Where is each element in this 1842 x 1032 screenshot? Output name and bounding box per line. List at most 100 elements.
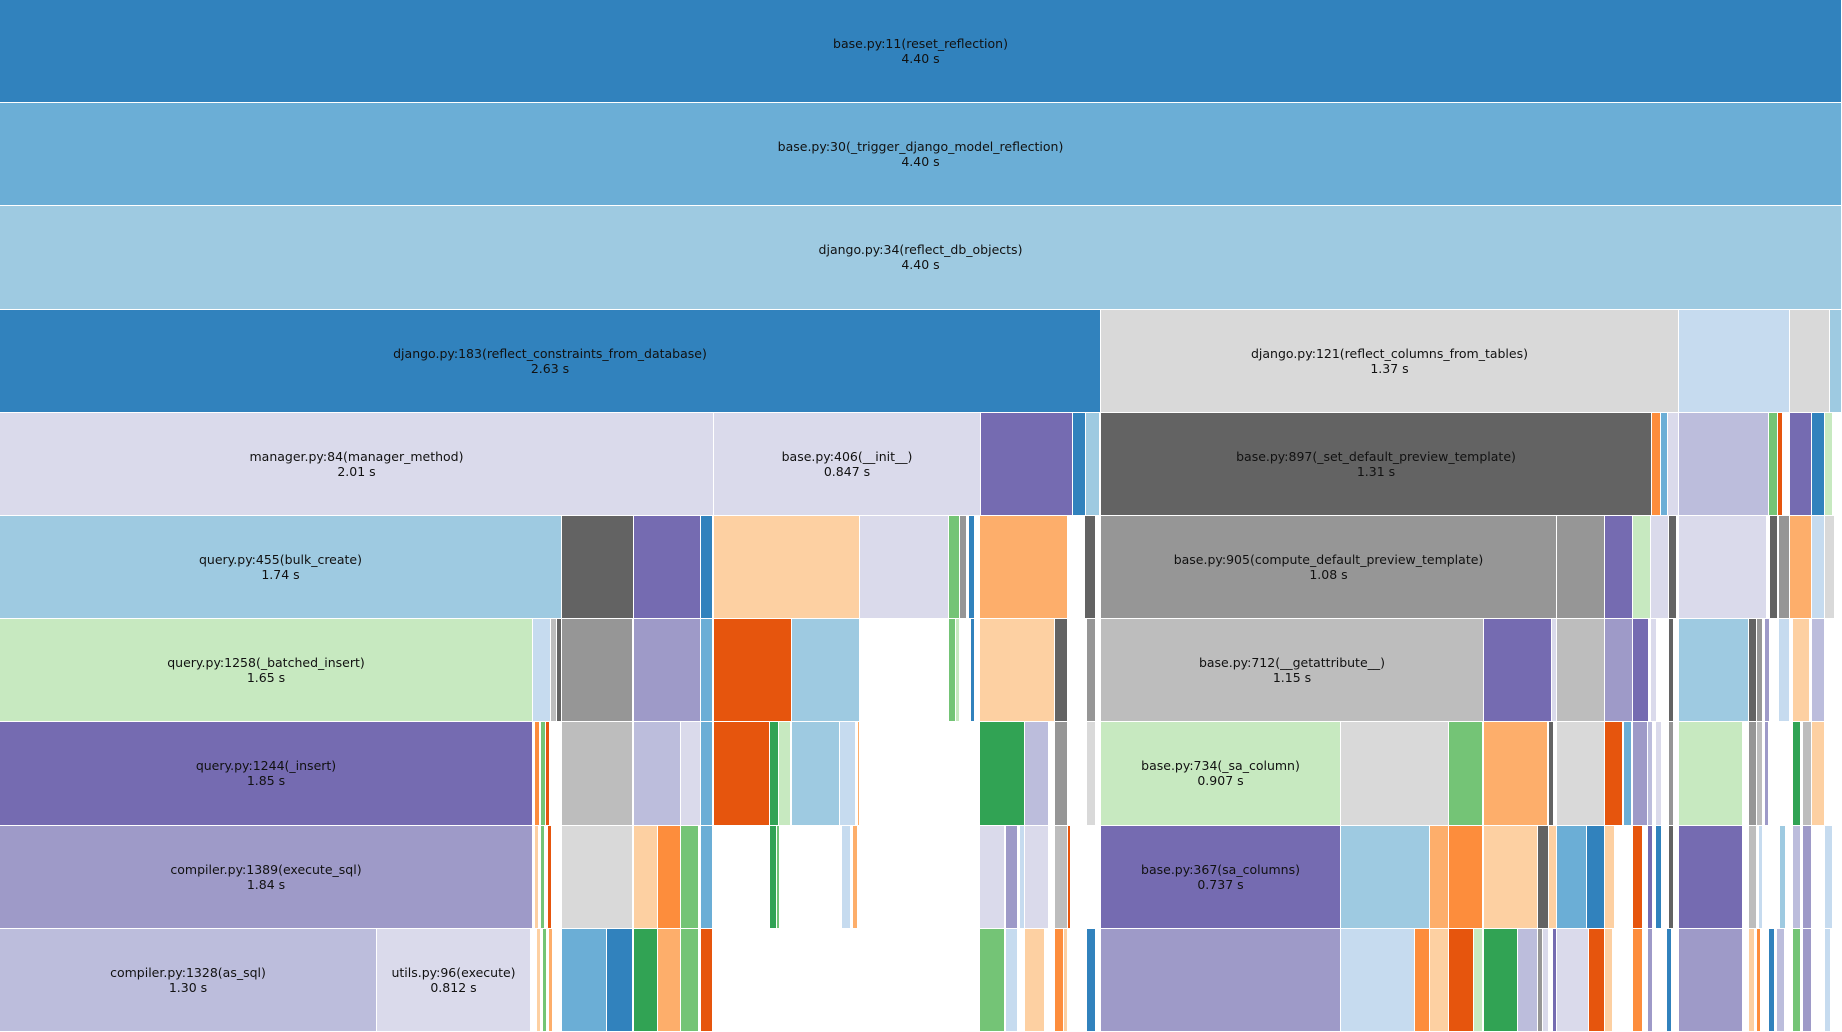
frame-block[interactable] <box>1769 412 1778 516</box>
frame-block[interactable] <box>562 722 633 826</box>
frame-block[interactable] <box>1538 928 1543 1032</box>
frame-block[interactable] <box>1484 928 1518 1032</box>
frame-block[interactable] <box>1779 516 1790 620</box>
frame-block[interactable] <box>1068 825 1071 929</box>
frame-block[interactable] <box>1006 928 1018 1032</box>
frame-block[interactable] <box>1633 928 1643 1032</box>
frame-block[interactable] <box>701 928 713 1032</box>
frame-base-py-897-set-default-preview-template[interactable]: base.py:897(_set_default_preview_templat… <box>1101 412 1652 516</box>
frame-block[interactable] <box>1587 825 1605 929</box>
frame-block[interactable] <box>770 825 777 929</box>
frame-block[interactable] <box>1679 722 1743 826</box>
frame-block[interactable] <box>1549 722 1554 826</box>
frame-django-py-34-reflect-db-objects[interactable]: django.py:34(reflect_db_objects) 4.40 s <box>0 206 1842 310</box>
frame-block[interactable] <box>1812 412 1825 516</box>
frame-block[interactable] <box>548 825 552 929</box>
frame-block[interactable] <box>634 619 701 723</box>
frame-block[interactable] <box>1633 722 1648 826</box>
frame-base-py-367-sa-columns[interactable]: base.py:367(sa_columns) 0.737 s <box>1101 825 1341 929</box>
frame-query-py-1244-insert[interactable]: query.py:1244(_insert) 1.85 s <box>0 722 533 826</box>
frame-base-py-406-init[interactable]: base.py:406(__init__) 0.847 s <box>714 412 981 516</box>
frame-block[interactable] <box>1589 928 1605 1032</box>
frame-block[interactable] <box>1557 928 1589 1032</box>
frame-block[interactable] <box>551 619 557 723</box>
frame-block[interactable] <box>853 825 858 929</box>
frame-block[interactable] <box>1778 412 1783 516</box>
frame-base-py-712-getattribute[interactable]: base.py:712(__getattribute__) 1.15 s <box>1101 619 1484 723</box>
frame-block[interactable] <box>1484 619 1552 723</box>
frame-block[interactable] <box>1757 928 1761 1032</box>
frame-block[interactable] <box>1669 516 1677 620</box>
frame-block[interactable] <box>1552 619 1557 723</box>
frame-block[interactable] <box>980 722 1025 826</box>
frame-block[interactable] <box>779 722 791 826</box>
frame-block[interactable] <box>658 928 681 1032</box>
frame-block[interactable] <box>634 516 701 620</box>
frame-django-py-183-reflect-constraints-from-database[interactable]: django.py:183(reflect_constraints_from_d… <box>0 309 1101 413</box>
frame-block[interactable] <box>960 516 967 620</box>
frame-block[interactable] <box>681 928 699 1032</box>
frame-block[interactable] <box>858 722 860 826</box>
frame-block[interactable] <box>842 825 851 929</box>
frame-block[interactable] <box>1025 825 1049 929</box>
frame-block[interactable] <box>1648 928 1653 1032</box>
frame-block[interactable] <box>1449 722 1483 826</box>
frame-block[interactable] <box>1790 412 1812 516</box>
frame-block[interactable] <box>1667 928 1672 1032</box>
frame-block[interactable] <box>1803 928 1812 1032</box>
frame-block[interactable] <box>1656 825 1662 929</box>
frame-block[interactable] <box>1449 928 1474 1032</box>
frame-block[interactable] <box>1765 722 1769 826</box>
frame-block[interactable] <box>1484 825 1538 929</box>
frame-block[interactable] <box>1605 825 1615 929</box>
frame-block[interactable] <box>701 516 713 620</box>
frame-block[interactable] <box>1474 928 1483 1032</box>
frame-block[interactable] <box>770 722 779 826</box>
frame-block[interactable] <box>701 619 713 723</box>
frame-base-py-905-compute-default-preview-template[interactable]: base.py:905(compute_default_preview_temp… <box>1101 516 1557 620</box>
frame-compiler-py-1328-as-sql[interactable]: compiler.py:1328(as_sql) 1.30 s <box>0 928 377 1032</box>
frame-block[interactable] <box>549 928 553 1032</box>
frame-block[interactable] <box>980 619 1055 723</box>
frame-block[interactable] <box>1812 619 1825 723</box>
frame-query-py-455-bulk-create[interactable]: query.py:455(bulk_create) 1.74 s <box>0 516 562 620</box>
frame-block[interactable] <box>969 516 975 620</box>
frame-block[interactable] <box>1484 722 1548 826</box>
frame-block[interactable] <box>1679 928 1743 1032</box>
frame-block[interactable] <box>1557 619 1605 723</box>
frame-block[interactable] <box>1086 412 1100 516</box>
frame-block[interactable] <box>1679 516 1767 620</box>
frame-block[interactable] <box>1749 825 1757 929</box>
frame-block[interactable] <box>1803 825 1812 929</box>
frame-block[interactable] <box>1812 722 1825 826</box>
frame-block[interactable] <box>1085 516 1096 620</box>
frame-base-py-30-trigger-django-model-reflection[interactable]: base.py:30(_trigger_django_model_reflect… <box>0 103 1842 207</box>
frame-block[interactable] <box>1668 412 1679 516</box>
frame-block[interactable] <box>1055 928 1064 1032</box>
frame-block[interactable] <box>1055 825 1068 929</box>
frame-block[interactable] <box>1790 309 1830 413</box>
frame-block[interactable] <box>1633 619 1649 723</box>
frame-block[interactable] <box>1770 516 1778 620</box>
frame-base-py-734-sa-column[interactable]: base.py:734(_sa_column) 0.907 s <box>1101 722 1341 826</box>
frame-utils-py-96-execute[interactable]: utils.py:96(execute) 0.812 s <box>377 928 531 1032</box>
frame-block[interactable] <box>658 825 681 929</box>
frame-block[interactable] <box>1549 825 1557 929</box>
frame-block[interactable] <box>1679 619 1749 723</box>
frame-block[interactable] <box>1341 928 1415 1032</box>
frame-block[interactable] <box>1661 412 1668 516</box>
frame-block[interactable] <box>949 619 956 723</box>
frame-block[interactable] <box>1679 412 1769 516</box>
frame-block[interactable] <box>1557 722 1605 826</box>
frame-block[interactable] <box>1449 825 1483 929</box>
frame-block[interactable] <box>949 516 960 620</box>
frame-block[interactable] <box>1605 619 1633 723</box>
frame-block[interactable] <box>1769 928 1775 1032</box>
frame-block[interactable] <box>1825 928 1831 1032</box>
frame-block[interactable] <box>562 928 607 1032</box>
frame-block[interactable] <box>1830 309 1842 413</box>
frame-block[interactable] <box>1025 928 1045 1032</box>
frame-block[interactable] <box>1557 825 1587 929</box>
frame-block[interactable] <box>535 825 539 929</box>
frame-block[interactable] <box>1656 722 1662 826</box>
